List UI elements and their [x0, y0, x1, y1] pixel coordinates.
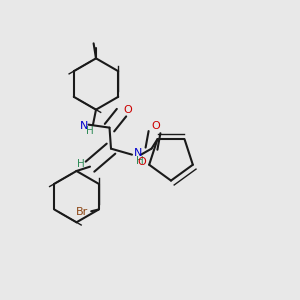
Text: N: N: [80, 121, 88, 131]
Text: H: H: [77, 159, 85, 169]
Text: H: H: [86, 126, 94, 136]
Text: N: N: [134, 148, 142, 158]
Text: O: O: [137, 157, 146, 167]
Text: O: O: [123, 105, 132, 115]
Text: O: O: [152, 121, 160, 130]
Text: Br: Br: [76, 207, 88, 217]
Text: H: H: [136, 156, 143, 166]
